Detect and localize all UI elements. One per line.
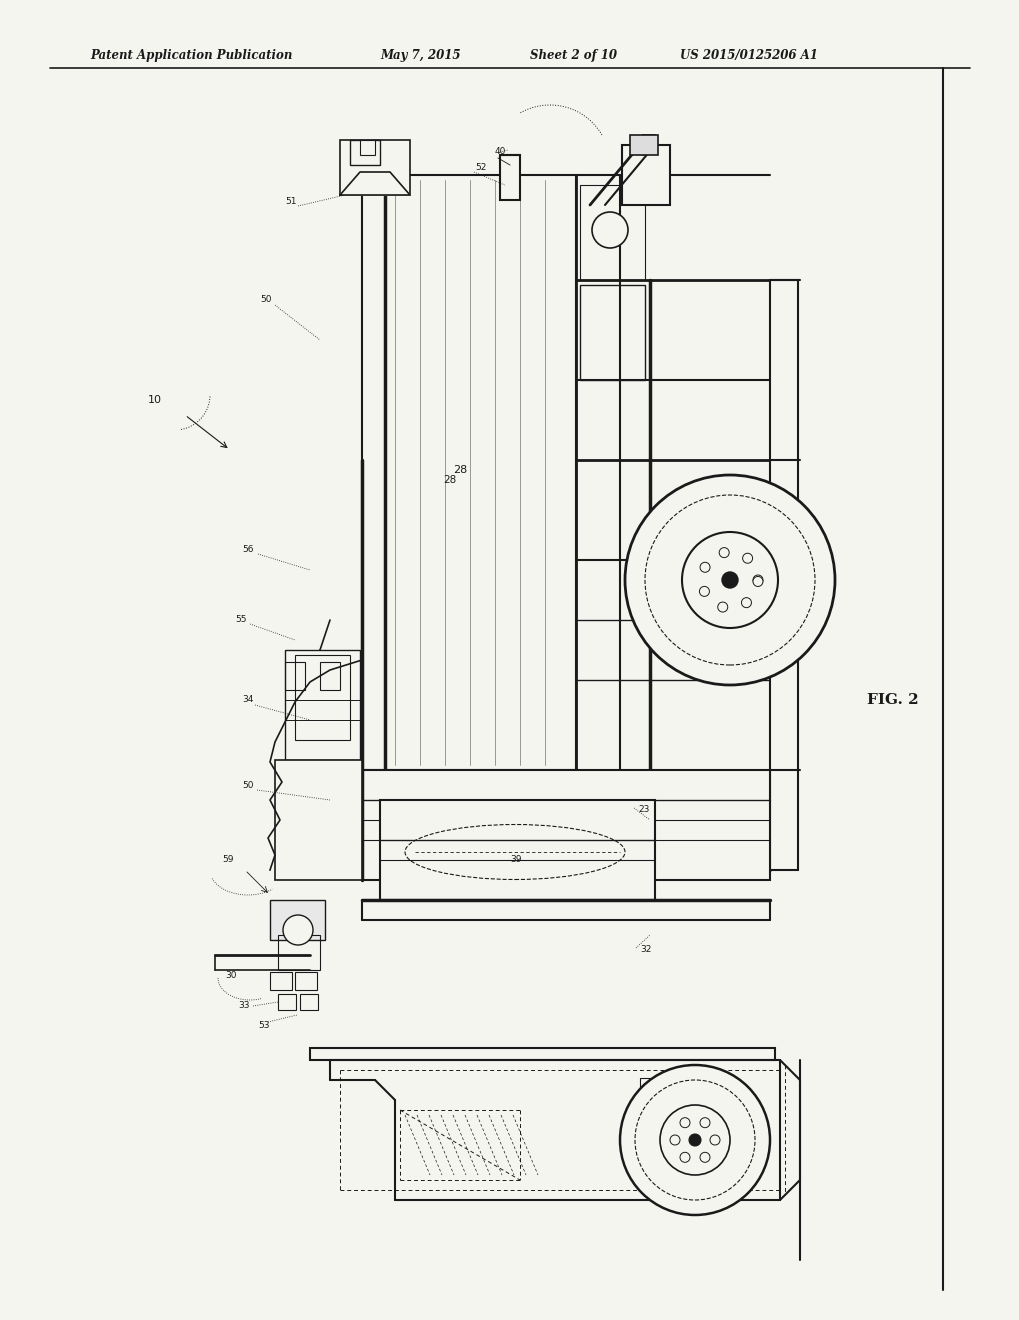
Bar xyxy=(300,994,318,1010)
Text: May 7, 2015: May 7, 2015 xyxy=(380,49,460,62)
Bar xyxy=(275,760,362,880)
Circle shape xyxy=(699,562,709,573)
Text: 34: 34 xyxy=(242,696,253,705)
Text: FIG. 2: FIG. 2 xyxy=(866,693,918,708)
Circle shape xyxy=(718,548,729,557)
Circle shape xyxy=(644,495,814,665)
Bar xyxy=(580,185,644,280)
Bar xyxy=(270,972,291,990)
Bar xyxy=(284,663,305,690)
Text: 32: 32 xyxy=(639,945,651,954)
Text: Sheet 2 of 10: Sheet 2 of 10 xyxy=(530,49,616,62)
Circle shape xyxy=(709,1135,719,1144)
Bar xyxy=(380,800,654,900)
Bar xyxy=(284,649,360,760)
Circle shape xyxy=(669,1135,680,1144)
Circle shape xyxy=(699,586,709,597)
Bar xyxy=(310,1048,774,1060)
Bar xyxy=(769,280,797,870)
Circle shape xyxy=(752,576,762,585)
Circle shape xyxy=(680,1118,689,1127)
Circle shape xyxy=(635,1080,754,1200)
Text: 28: 28 xyxy=(452,465,467,475)
Circle shape xyxy=(620,1065,769,1214)
Circle shape xyxy=(721,572,738,587)
Bar xyxy=(622,145,669,205)
Circle shape xyxy=(659,1105,730,1175)
Text: 53: 53 xyxy=(258,1020,269,1030)
Bar xyxy=(639,1078,664,1100)
Circle shape xyxy=(717,602,727,612)
Bar xyxy=(362,176,576,770)
Bar xyxy=(270,900,325,940)
Bar xyxy=(580,285,644,380)
Circle shape xyxy=(699,1118,709,1127)
Circle shape xyxy=(625,475,835,685)
Circle shape xyxy=(282,915,313,945)
Circle shape xyxy=(682,532,777,628)
Text: 50: 50 xyxy=(242,780,254,789)
Circle shape xyxy=(591,213,628,248)
Bar xyxy=(278,935,320,970)
Bar xyxy=(294,655,350,741)
Bar xyxy=(499,154,520,201)
Text: US 2015/0125206 A1: US 2015/0125206 A1 xyxy=(680,49,817,62)
Circle shape xyxy=(680,1152,689,1163)
Text: 10: 10 xyxy=(148,395,162,405)
Text: 30: 30 xyxy=(225,970,236,979)
Text: 51: 51 xyxy=(284,198,297,206)
Bar xyxy=(320,663,339,690)
Bar xyxy=(339,140,410,195)
Text: 33: 33 xyxy=(237,1001,250,1010)
Circle shape xyxy=(741,598,751,607)
Bar xyxy=(294,972,317,990)
Circle shape xyxy=(752,577,762,586)
Text: 55: 55 xyxy=(234,615,247,624)
Text: 59: 59 xyxy=(222,855,233,865)
Circle shape xyxy=(742,553,752,564)
Bar xyxy=(278,994,296,1010)
Circle shape xyxy=(688,1134,700,1146)
Text: 56: 56 xyxy=(242,545,254,554)
Text: 23: 23 xyxy=(637,805,649,814)
Text: 40: 40 xyxy=(494,148,505,157)
Text: Patent Application Publication: Patent Application Publication xyxy=(90,49,292,62)
Text: 50: 50 xyxy=(260,296,271,305)
Bar xyxy=(350,140,380,165)
Text: 39: 39 xyxy=(510,855,521,865)
Bar xyxy=(630,135,657,154)
Text: 28: 28 xyxy=(443,475,457,484)
Polygon shape xyxy=(339,176,410,195)
Circle shape xyxy=(699,1152,709,1163)
Bar xyxy=(362,770,769,880)
Bar xyxy=(360,140,375,154)
Text: 52: 52 xyxy=(475,164,486,173)
